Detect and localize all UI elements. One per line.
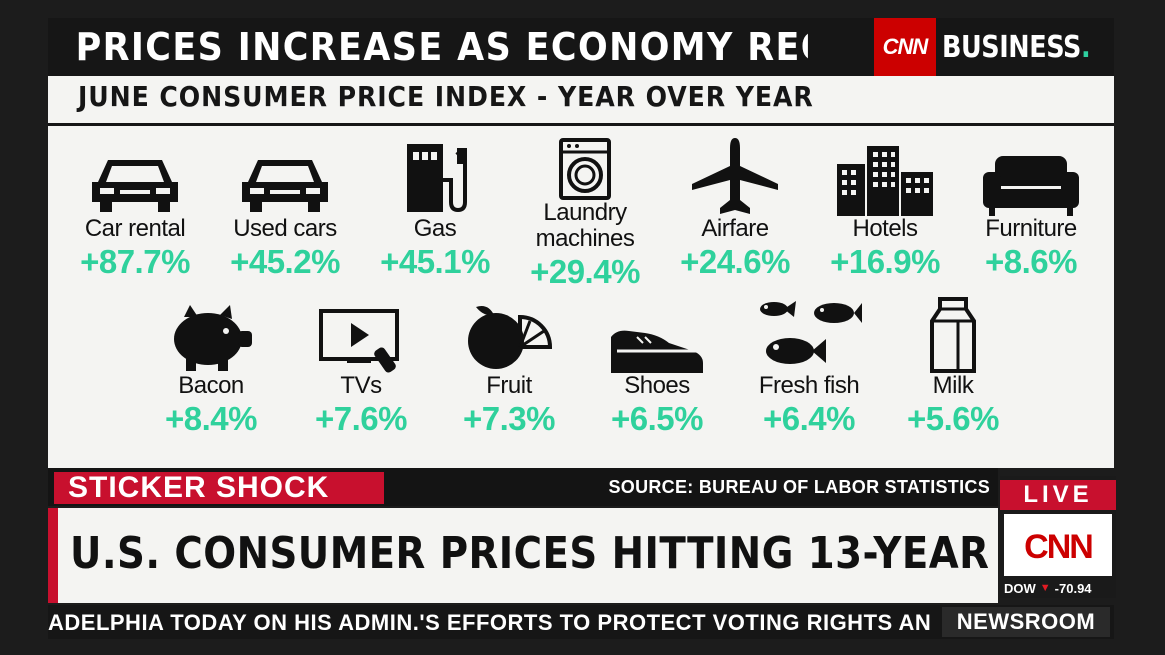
item-airfare: Airfare +24.6% [660,136,810,280]
item-label: Shoes [624,372,690,399]
item-value: +8.4% [165,400,258,437]
item-label: Fresh fish [758,372,860,399]
item-value: +7.6% [315,400,408,437]
item-label: TVs [340,372,382,399]
pig-icon [136,293,286,373]
business-dot: . [1080,29,1091,65]
item-hotels: Hotels +16.9% [810,136,960,280]
item-label: Car rental [84,215,186,242]
fruit-icon [434,293,584,373]
headline-bar: U.S. CONSUMER PRICES HITTING 13-YEAR HIG… [48,508,1116,603]
item-label: Hotels [852,215,918,242]
item-value: +87.7% [80,243,190,280]
dow-label: DOW [1004,580,1036,596]
item-label: Gas [413,215,457,242]
item-milk: Milk +5.6% [878,293,1028,437]
down-arrow-icon: ▼ [1039,582,1051,594]
fish-icon [734,293,884,373]
airplane-icon [660,136,810,216]
live-badge: LIVE [1000,480,1116,510]
business-label-text: BUSINESS [942,29,1081,65]
business-label: BUSINESS. [942,18,1091,76]
car-icon [210,136,360,216]
shoe-icon [582,293,732,373]
source-credit: SOURCE: BUREAU OF LABOR STATISTICS [608,477,990,497]
headline: U.S. CONSUMER PRICES HITTING 13-YEAR HIG… [70,528,1117,579]
item-car-rental: Car rental +87.7% [60,136,210,280]
item-value: +6.4% [763,400,856,437]
item-gas: Gas +45.1% [360,136,510,280]
item-value: +8.6% [985,243,1078,280]
item-value: +24.6% [680,243,790,280]
item-value: +5.6% [907,400,1000,437]
item-used-cars: Used cars +45.2% [210,136,360,280]
graphic-subtitle: JUNE CONSUMER PRICE INDEX - YEAR OVER YE… [78,80,814,113]
item-label: Milk [932,372,974,399]
milk-carton-icon [878,293,1028,373]
item-furniture: Furniture +8.6% [956,136,1106,280]
title-bar: PRICES INCREASE AS ECONOMY REOPENS CNN B… [48,18,1114,76]
item-label: Bacon [178,372,244,399]
item-value: +29.4% [530,253,640,290]
dow-value: -70.94 [1054,580,1092,596]
show-name: NEWSROOM [942,607,1110,637]
buildings-icon [810,136,960,216]
item-tvs: TVs +7.6% [286,293,436,437]
item-fresh-fish: Fresh fish +6.4% [734,293,884,437]
sofa-icon [956,136,1106,216]
segment-tag: STICKER SHOCK [54,472,384,504]
dow-ticker: DOW ▼ -70.94 [1000,578,1116,598]
item-fruit: Fruit +7.3% [434,293,584,437]
graphic-title: PRICES INCREASE AS ECONOMY REOPENS [75,25,808,69]
cnn-logo: CNN [874,18,936,76]
washing-machine-icon [510,110,660,200]
item-value: +7.3% [463,400,556,437]
item-shoes: Shoes +6.5% [582,293,732,437]
item-label: Furniture [985,215,1077,242]
tv-icon [286,293,436,373]
divider [48,123,1114,126]
item-label: Fruit [486,372,532,399]
gas-pump-icon [360,136,510,216]
sticker-bar: STICKER SHOCK SOURCE: BUREAU OF LABOR ST… [48,468,998,506]
item-value: +45.2% [230,243,340,280]
item-label: Airfare [701,215,769,242]
cnn-logo-icon: CNN [1004,514,1112,576]
network-bug: LIVE CNN DOW ▼ -70.94 [1000,476,1116,598]
item-value: +16.9% [830,243,940,280]
item-bacon: Bacon +8.4% [136,293,286,437]
item-value: +45.1% [380,243,490,280]
item-laundry-machines: Laundry machines +29.4% [510,110,660,290]
news-ticker: ADELPHIA TODAY ON HIS ADMIN.'S EFFORTS T… [48,605,1114,639]
ticker-text: ADELPHIA TODAY ON HIS ADMIN.'S EFFORTS T… [48,610,932,635]
lower-third: STICKER SHOCK SOURCE: BUREAU OF LABOR ST… [48,468,1116,604]
item-value: +6.5% [611,400,704,437]
item-label: Laundry machines [535,199,635,252]
item-label: Used cars [233,215,337,242]
car-icon [60,136,210,216]
infographic-panel: PRICES INCREASE AS ECONOMY REOPENS CNN B… [48,18,1114,468]
cnn-logo-text: CNN [1024,528,1092,566]
